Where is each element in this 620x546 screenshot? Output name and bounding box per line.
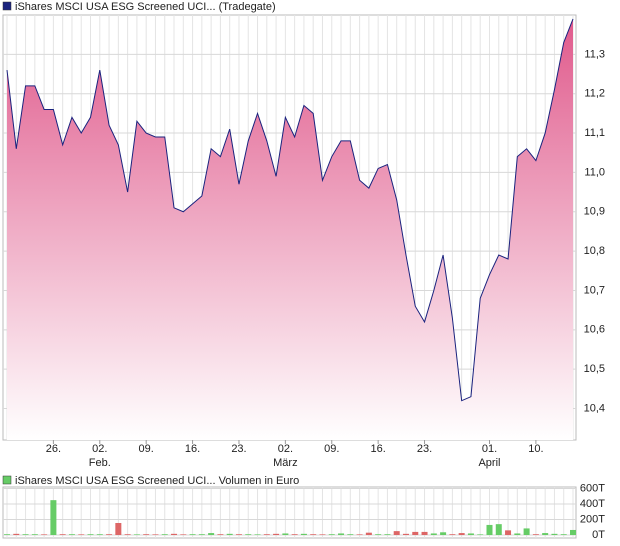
volume-bar [115,523,122,535]
volume-bar [449,534,456,535]
volume-bar [235,534,242,535]
volume-bar [319,534,326,535]
volume-bar [68,534,75,535]
volume-bar [291,534,298,535]
volume-bar [560,534,567,535]
volume-bar [347,534,354,535]
y-tick-label: 200T [580,513,605,525]
volume-bar [87,534,94,535]
volume-bar [217,534,224,535]
volume-bar [41,534,48,535]
volume-bar [570,529,576,535]
volume-bar [375,534,382,535]
volume-bar [505,530,512,535]
legend-label: iShares MSCI USA ESG Screened UCI... (Tr… [15,1,276,13]
x-tick-label: 10. [528,443,543,455]
volume-bar [523,528,530,535]
y-tick-label: 0T [592,529,605,541]
volume-bar [282,533,289,535]
area [7,18,573,441]
volume-bar [393,531,400,535]
volume-bar [430,533,437,535]
y-tick-label: 10,7 [584,284,605,296]
volume-bar [421,531,428,535]
volume-bar [106,534,113,535]
volume-bar [310,534,317,535]
legend-label: iShares MSCI USA ESG Screened UCI... Vol… [15,475,299,487]
price-line [6,18,574,402]
volume-bar [356,534,363,535]
volume-bar [133,534,140,535]
volume-bar [440,532,447,535]
y-tick-label: 10,5 [584,363,605,375]
volume-bar [31,534,38,535]
volume-bar [254,534,261,535]
x-tick-label: 02. [278,443,293,455]
x-tick-label: 09. [324,443,339,455]
legend-swatch [2,1,12,11]
volume-bar [384,534,391,535]
y-tick-label: 11,0 [584,166,605,178]
x-tick-label: 23. [231,443,246,455]
volume-bar [402,533,409,535]
volume-bar [152,534,159,535]
volume-bar [365,532,372,535]
volume-bar [171,533,178,535]
legend-swatch [2,475,12,485]
y-tick-label: 10,4 [584,402,605,414]
volume-bar [458,533,465,535]
volume-bar [13,533,20,535]
volume-bar [180,534,187,535]
volume-bar [300,533,307,535]
volume-bar [263,534,270,535]
volume-bar [495,524,502,535]
volume-bar [273,533,280,535]
y-tick-label: 11,1 [584,127,605,139]
volume-bar [22,534,29,535]
volume-bar [542,533,549,535]
x-tick-label: 02. [92,443,107,455]
x-tick-label: 16. [185,443,200,455]
x-tick-label: 26. [46,443,61,455]
volume-bar [198,534,205,535]
y-tick-label: 600T [580,482,605,494]
volume-bar [59,534,66,535]
y-tick-label: 10,8 [584,245,605,257]
volume-bar [96,534,103,535]
volume-bar [226,533,233,535]
volume-bar [532,534,539,535]
x-tick-label: 23. [417,443,432,455]
y-tick-label: 10,9 [584,206,605,218]
volume-bar [486,524,493,535]
volume-bar [189,534,196,535]
month-label: Feb. [89,457,111,469]
volume-bar [477,534,484,535]
month-label: April [478,457,500,469]
volume-bar [161,534,168,535]
x-tick-label: 01. [482,443,497,455]
volume-bar [551,533,558,535]
volume-bar [328,534,335,535]
x-tick-label: 09. [139,443,154,455]
volume-bar [50,500,57,535]
volume-bar [143,534,150,535]
volume-bar [245,534,252,535]
volume-bar [338,533,345,535]
y-tick-label: 11,2 [584,88,605,100]
month-label: März [273,457,297,469]
volume-bar [514,533,521,535]
volume-bar [78,534,85,535]
volume-bar [412,531,419,535]
y-tick-label: 10,6 [584,324,605,336]
x-tick-label: 16. [370,443,385,455]
volume-bar [4,534,10,535]
volume-bar [467,533,474,535]
volume-bar [208,533,215,535]
y-tick-label: 11,3 [584,48,605,60]
y-tick-label: 400T [580,498,605,510]
volume-bar [124,534,131,535]
